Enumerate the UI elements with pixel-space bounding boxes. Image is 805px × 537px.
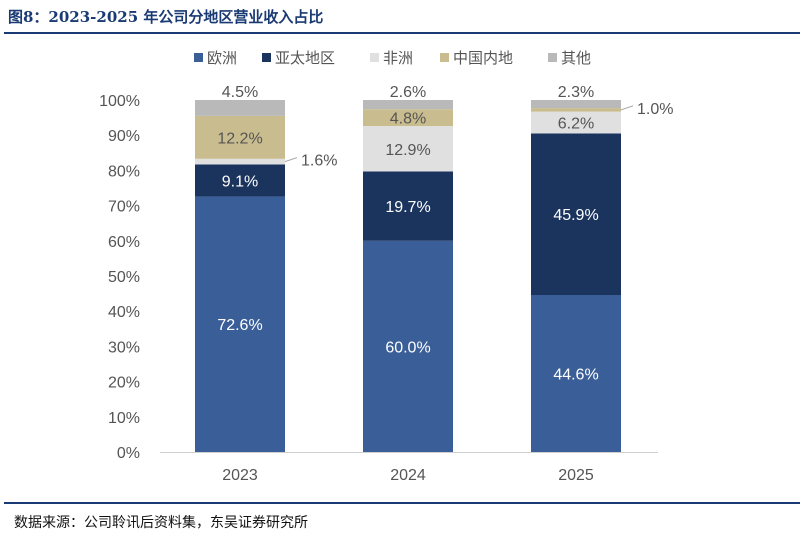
y-tick-label: 0% [117, 445, 140, 462]
data-label: 6.2% [558, 116, 594, 133]
legend-item: 欧洲 [194, 49, 237, 67]
legend-item: 非洲 [370, 49, 413, 67]
y-tick-label: 90% [108, 128, 140, 145]
source-note: 数据来源：公司聆讯后资料集，东吴证券研究所 [14, 515, 308, 531]
bar-segment [195, 164, 285, 197]
bar-segment [531, 108, 621, 112]
bar-segment [363, 109, 453, 127]
bar-segment [531, 100, 621, 109]
data-label: 45.9% [553, 207, 598, 224]
legend-item: 其他 [548, 49, 591, 67]
source-rule [4, 502, 800, 504]
bar-segment [363, 100, 453, 110]
legend: 欧洲 亚太地区 非洲 中国内地 其他 [194, 49, 591, 67]
legend-swatch [262, 53, 271, 62]
data-label: 4.5% [222, 84, 258, 101]
bar-segment [531, 295, 621, 452]
bar-stack [531, 100, 621, 452]
legend-item: 中国内地 [440, 49, 513, 67]
x-axis: 2023 2024 2025 [222, 467, 594, 484]
bar-segment [531, 111, 621, 134]
y-tick-label: 60% [108, 234, 140, 251]
legend-label: 亚太地区 [275, 49, 335, 67]
y-axis: 0% 10% 20% 30% 40% 50% 60% 70% 80% 90% 100% [99, 93, 140, 462]
legend-item: 亚太地区 [262, 49, 335, 67]
data-label: 72.6% [217, 317, 262, 334]
legend-label: 非洲 [383, 49, 413, 67]
x-tick-label: 2023 [222, 467, 258, 484]
x-tick-label: 2024 [390, 467, 426, 484]
y-tick-label: 80% [108, 163, 140, 180]
bar-segment [363, 171, 453, 241]
bar-segment [195, 115, 285, 159]
legend-swatch [440, 53, 449, 62]
y-tick-label: 70% [108, 199, 140, 216]
bars: 72.6% 9.1% 1.6% 12.2% 4.5% 60.0% 19.7% 12.9% 4.8… [195, 84, 673, 452]
bar-stack [363, 100, 453, 452]
y-tick-label: 10% [108, 410, 140, 427]
bar-stack [195, 100, 285, 452]
legend-swatch [548, 53, 557, 62]
legend-swatch [194, 53, 203, 62]
figure-title: 图8：2023-2025 年公司分地区营业收入占比 [8, 8, 324, 26]
data-label: 9.1% [222, 173, 258, 190]
y-tick-label: 20% [108, 375, 140, 392]
legend-label: 欧洲 [207, 49, 237, 67]
title-rule [4, 32, 800, 34]
bar-segment [195, 196, 285, 452]
data-label: 4.8% [390, 111, 426, 128]
legend-label: 中国内地 [453, 49, 513, 67]
y-tick-label: 100% [99, 93, 140, 110]
x-tick-label: 2025 [558, 467, 594, 484]
legend-label: 其他 [561, 49, 591, 67]
y-tick-label: 50% [108, 269, 140, 286]
data-label: 2.3% [558, 84, 594, 101]
legend-swatch [370, 53, 379, 62]
bar-segment [363, 126, 453, 172]
y-tick-label: 30% [108, 339, 140, 356]
data-label: 12.2% [217, 130, 262, 147]
bar-segment [195, 100, 285, 116]
leader-line [620, 105, 634, 111]
data-label: 2.6% [390, 84, 426, 101]
data-label: 1.0% [637, 101, 673, 118]
bar-segment [363, 240, 453, 452]
data-label: 60.0% [385, 339, 430, 356]
data-label: 19.7% [385, 199, 430, 216]
y-tick-label: 40% [108, 304, 140, 321]
data-label: 44.6% [553, 367, 598, 384]
bar-segment [195, 158, 285, 165]
data-label: 1.6% [301, 153, 337, 170]
data-label: 12.9% [385, 142, 430, 159]
bar-segment [531, 133, 621, 296]
leader-line [284, 157, 298, 163]
